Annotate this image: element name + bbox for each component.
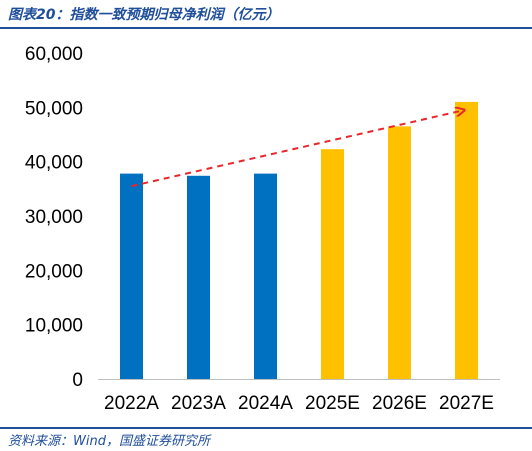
x-tick-label: 2023A	[171, 393, 226, 414]
bar-2027e	[455, 101, 478, 380]
y-tick-label: 50,000	[25, 98, 83, 119]
figure-title: 图表20：指数一致预期归母净利润（亿元）	[8, 7, 280, 23]
y-tick-label: 20,000	[25, 261, 83, 282]
bar-2023a	[187, 175, 210, 379]
x-tick-label: 2026E	[372, 393, 427, 414]
bar-2024a	[254, 173, 277, 379]
x-tick-label: 2027E	[439, 393, 494, 414]
x-tick-label: 2025E	[305, 393, 360, 414]
bar-2025e	[321, 149, 344, 379]
bar-2022a	[120, 173, 143, 379]
y-tick-label: 60,000	[25, 44, 83, 65]
title-rule	[0, 27, 532, 29]
x-tick-label: 2024A	[238, 393, 293, 414]
trend-arrow	[131, 110, 465, 188]
figure-source: 资料来源：Wind，国盛证券研究所	[8, 434, 210, 449]
source-rule	[0, 427, 532, 429]
y-tick-label: 40,000	[25, 153, 83, 174]
bar-chart: 0 10,000 20,000 30,000 40,000 50,000 60,000 20…	[25, 44, 500, 414]
bar-2026e	[388, 126, 411, 379]
y-tick-label: 10,000	[25, 316, 83, 337]
y-tick-label: 0	[72, 370, 83, 391]
y-tick-label: 30,000	[25, 207, 83, 228]
x-tick-label: 2022A	[104, 393, 159, 414]
